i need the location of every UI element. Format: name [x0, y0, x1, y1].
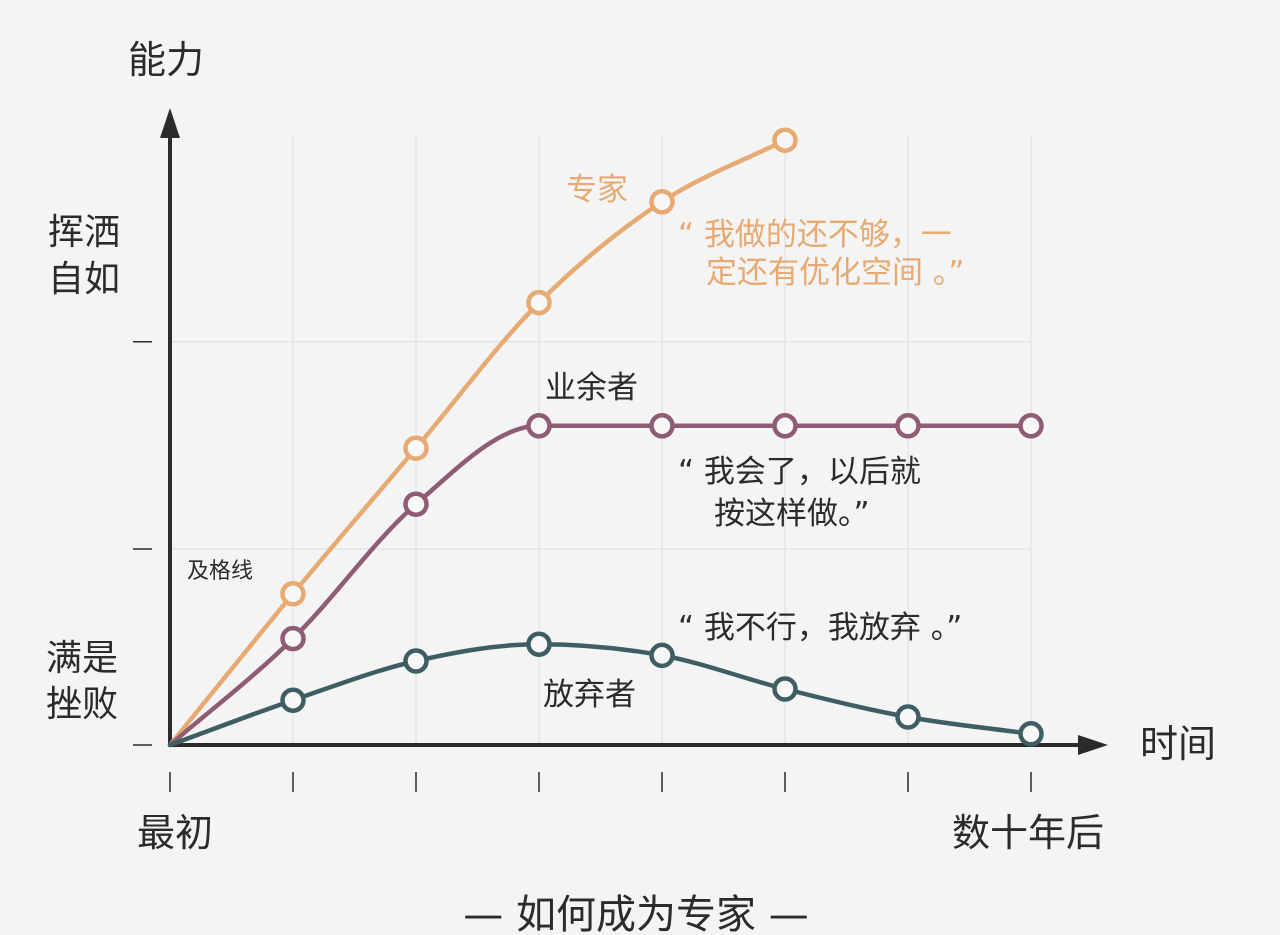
- data-point: [649, 189, 675, 215]
- data-point: [403, 435, 429, 461]
- series-label: 专家: [566, 172, 628, 208]
- data-point: [526, 631, 552, 657]
- x-start-label: 最初: [137, 811, 213, 855]
- data-point: [526, 413, 552, 439]
- y-tick-label: 挫败: [46, 684, 118, 725]
- data-point: [526, 289, 552, 316]
- data-point: [895, 413, 921, 439]
- series-quote: 按这样做。”: [714, 496, 870, 532]
- data-point: [772, 676, 798, 702]
- data-point: [772, 413, 798, 439]
- chart-title: — 如何成为专家 —: [463, 892, 808, 935]
- series-label: 业余者: [545, 370, 638, 406]
- series-quote: “ 我做的还不够，一: [678, 217, 952, 253]
- x-end-label: 数十年后: [952, 811, 1104, 855]
- y-tick-label: 及格线: [187, 559, 253, 584]
- series-quote: “ 我会了，以后就: [678, 454, 921, 490]
- y-axis-arrow: [160, 108, 180, 138]
- data-point: [772, 127, 798, 153]
- series-line-3: [167, 641, 1034, 748]
- data-point: [895, 704, 921, 730]
- y-tick-label: 满是: [46, 638, 118, 679]
- series-quote: 定还有优化空间 。”: [706, 255, 964, 291]
- y-tick-label: 自如: [48, 259, 120, 300]
- data-point: [280, 687, 306, 713]
- data-point: [649, 413, 675, 439]
- data-point: [403, 648, 429, 674]
- x-axis-arrow: [1078, 735, 1108, 755]
- data-point: [280, 581, 306, 607]
- x-axis-label: 时间: [1140, 722, 1216, 766]
- series-label: 放弃者: [543, 677, 636, 713]
- data-point: [1018, 721, 1044, 747]
- y-tick-label: 挥洒: [48, 212, 120, 253]
- y-axis-label: 能力: [128, 38, 204, 82]
- data-point: [403, 491, 429, 517]
- data-point: [649, 642, 675, 669]
- data-point: [1018, 413, 1044, 439]
- data-point: [280, 625, 306, 652]
- series-quote: “ 我不行，我放弃 。”: [678, 610, 962, 646]
